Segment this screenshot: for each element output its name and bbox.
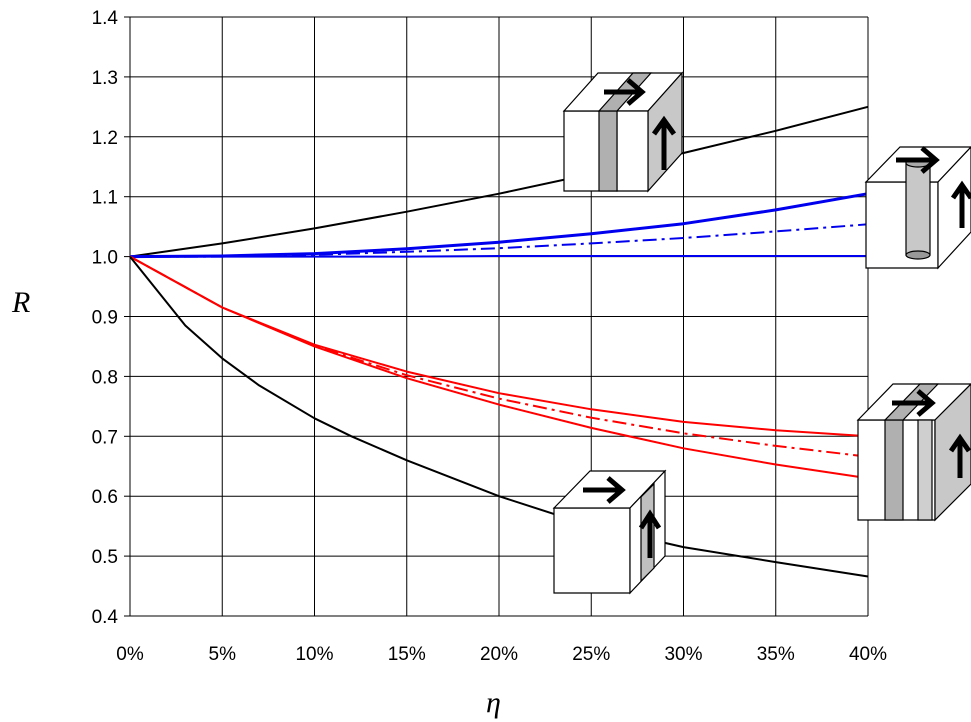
y-tick-labels: 0.4 0.5 0.6 0.7 0.8 0.9 1.0 1.1 1.2 1.3 1.4 <box>92 8 119 628</box>
arrow-right-icon <box>583 476 626 504</box>
y-tick-label: 0.8 <box>92 367 118 388</box>
arrow-up-icon <box>651 115 677 170</box>
x-tick-label: 30% <box>664 644 702 665</box>
y-tick-label: 0.4 <box>92 607 119 628</box>
series-line-7 <box>129 255 869 480</box>
y-tick-label: 1.1 <box>92 188 118 209</box>
inset-double-slab <box>856 383 971 522</box>
y-tick-label: 1.0 <box>92 248 118 269</box>
arrow-right-icon <box>896 146 940 174</box>
x-tick-labels: 0% 5% 10% 15% 20% 25% 30% 35% 40% <box>116 644 887 665</box>
x-tick-label: 0% <box>116 644 144 665</box>
x-axis-label: η <box>486 686 501 719</box>
y-tick-label: 1.3 <box>92 68 118 89</box>
arrow-up-icon <box>950 180 971 228</box>
arrow-right-icon <box>892 389 936 417</box>
series-line-1 <box>129 105 869 258</box>
y-tick-label: 0.6 <box>92 487 118 508</box>
x-tick-label: 10% <box>295 644 333 665</box>
arrow-up-icon <box>948 433 971 478</box>
series-line-4 <box>130 255 868 258</box>
arrow-up-icon <box>638 509 662 558</box>
y-tick-label: 0.9 <box>92 308 118 329</box>
inset-cylinder <box>864 146 971 270</box>
x-tick-label: 40% <box>849 644 887 665</box>
inset-slab-top <box>562 71 684 193</box>
y-tick-label: 1.4 <box>92 8 119 29</box>
series-line-2 <box>129 192 869 259</box>
x-tick-label: 20% <box>480 644 518 665</box>
x-tick-label: 5% <box>209 644 237 665</box>
series-line-8 <box>129 255 869 578</box>
series-line-3 <box>130 223 869 258</box>
arrow-right-icon <box>604 78 646 106</box>
y-tick-label: 0.7 <box>92 427 118 448</box>
grid <box>124 16 869 617</box>
y-axis-label: R <box>11 286 30 319</box>
x-tick-label: 35% <box>757 644 795 665</box>
y-tick-label: 0.5 <box>92 547 118 568</box>
x-tick-label: 25% <box>572 644 610 665</box>
series-lines <box>129 105 869 578</box>
y-tick-label: 1.2 <box>92 128 118 149</box>
x-tick-label: 15% <box>388 644 426 665</box>
inset-slab-bottom <box>552 469 667 595</box>
